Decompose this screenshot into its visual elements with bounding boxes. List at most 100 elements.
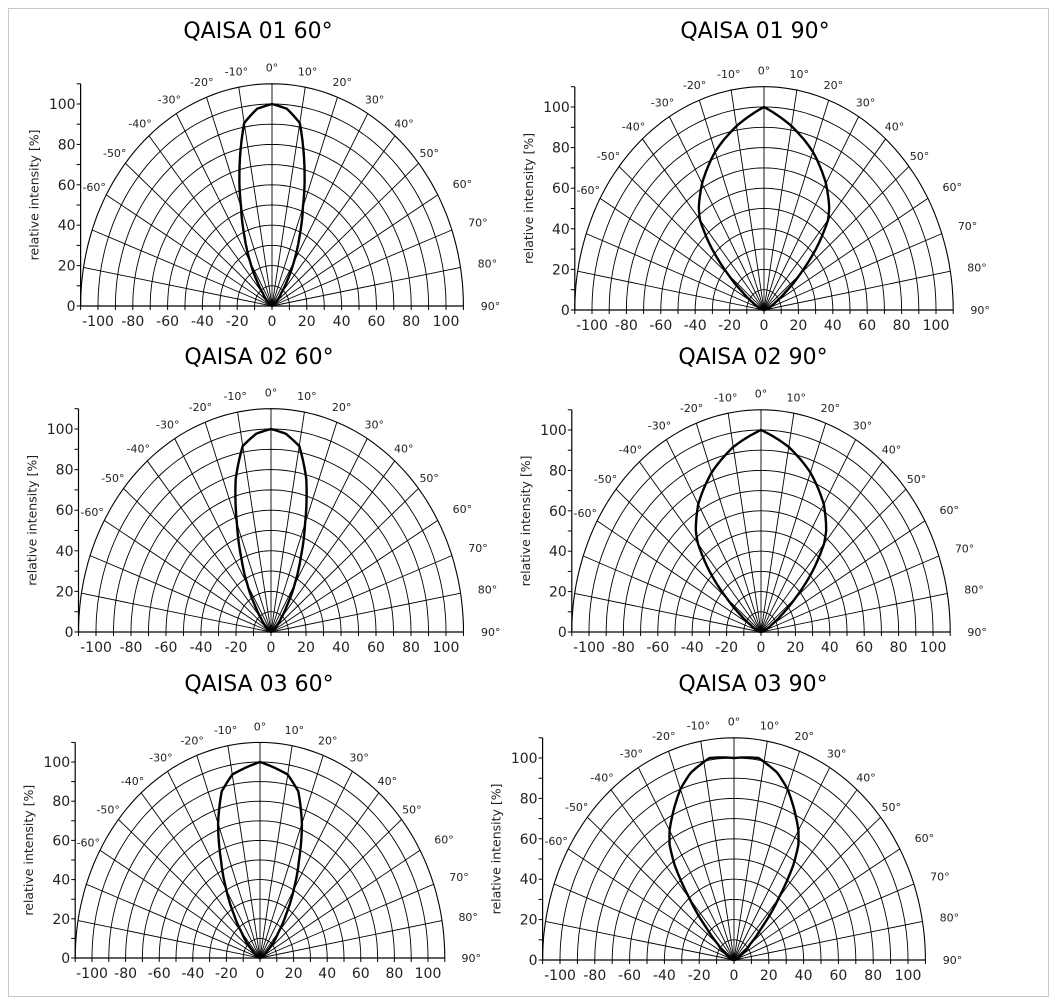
y-tick-label: 40 [552,222,570,238]
y-tick-label: 60 [52,833,70,849]
angle-label: 40° [856,771,876,784]
intensity-curve [697,105,831,312]
angle-label: 50° [419,472,439,485]
y-tick-label: 20 [552,262,570,278]
grid-radial-line [206,97,273,307]
angle-label: 0° [265,386,278,399]
angle-label: 10° [298,65,318,78]
angle-label: 50° [420,147,440,160]
angle-label: 30° [853,420,873,433]
x-tick-label: 0 [268,314,277,330]
angle-label: 10° [789,68,809,81]
angle-label: -50° [565,801,588,814]
y-axis-label: relative intensity [%] [521,133,536,264]
angle-label: -10° [687,719,710,732]
y-tick-label: 0 [61,951,70,967]
x-tick-label: 20 [789,318,807,334]
angle-label: -10° [214,724,237,737]
x-tick-label: 0 [730,968,739,984]
x-tick-label: 0 [760,318,769,334]
x-tick-label: -100 [76,966,108,982]
x-tick-label: -100 [80,640,112,656]
angle-label: 70° [955,542,975,555]
grid-radial-line [574,592,762,633]
grid-radial-line [259,849,421,959]
y-axis-label: relative intensity [%] [27,129,42,260]
grid-radial-line [763,233,942,311]
x-tick-label: 20 [298,314,316,330]
y-tick-label: 60 [520,832,538,848]
x-tick-label: -60 [148,966,171,982]
grid-radial-line [760,439,857,633]
x-tick-label: -20 [715,640,738,656]
x-tick-label: -20 [215,966,238,982]
x-tick-label: -80 [114,966,137,982]
y-tick-label: 0 [529,953,538,969]
angle-label: -30° [648,420,671,433]
chart-title: QAISA 01 90° [680,19,829,44]
grid-radial-line [733,848,901,961]
angle-label: -40° [622,121,645,134]
x-tick-label: -80 [121,314,144,330]
grid-radial-line [642,138,765,311]
grid-radial-line [271,162,419,307]
intensity-curve [694,428,828,634]
grid-radial-line [763,197,929,311]
angle-label: 60° [915,832,935,845]
angle-label: 40° [394,443,414,456]
grid-radial-line [259,745,293,959]
y-tick-label: 100 [543,100,570,116]
angle-label: -20° [652,730,675,743]
x-tick-label: 100 [433,314,460,330]
angle-label: 50° [402,803,422,816]
grid-radial-line [227,745,261,959]
angle-label: 90° [970,304,990,317]
grid-radial-line [105,194,273,307]
grid-radial-line [610,789,735,961]
angle-label: -40° [619,443,642,456]
y-tick-label: 80 [549,463,567,479]
y-tick-label: 40 [520,872,538,888]
grid-radial-line [271,135,396,307]
x-tick-label: 60 [855,640,873,656]
angle-label: 50° [910,150,930,163]
angle-label: 0° [254,721,267,734]
angle-label: -10° [717,68,740,81]
angle-label: 60° [453,178,473,191]
angle-label: 40° [378,775,398,788]
x-tick-label: -60 [155,640,178,656]
grid-radial-line [760,592,948,633]
angle-label: 30° [365,419,385,432]
angle-label: 20° [332,76,352,89]
x-tick-label: -40 [181,966,204,982]
grid-radial-line [733,789,858,961]
grid-radial-line [270,488,419,633]
y-axis-label: relative intensity [%] [489,783,504,914]
y-tick-label: 40 [58,218,76,234]
grid-radial-line [271,194,439,307]
angle-label: 30° [365,94,385,107]
angle-label: 10° [285,724,305,737]
grid-radial-line [760,423,827,633]
grid-radial-line [148,135,273,307]
x-tick-label: -20 [226,314,249,330]
y-tick-label: 60 [58,178,76,194]
grid-radial-line [733,767,831,961]
grid-radial-line [760,520,926,633]
grid-radial-line [118,819,261,959]
grid-radial-line [586,233,765,311]
angle-label: 60° [939,504,959,517]
grid-radial-line [596,520,762,633]
grid-radial-line [81,592,272,633]
x-tick-label: -80 [583,968,606,984]
x-tick-label: 40 [795,968,813,984]
angle-label: -10° [225,65,248,78]
angle-label: 80° [478,258,498,271]
x-tick-label: -80 [615,318,638,334]
x-tick-label: 20 [297,640,315,656]
intensity-curve [668,756,800,962]
y-tick-label: 80 [58,137,76,153]
y-tick-label: 60 [549,504,567,520]
y-tick-label: 80 [56,463,74,479]
angle-label: 70° [468,216,488,229]
